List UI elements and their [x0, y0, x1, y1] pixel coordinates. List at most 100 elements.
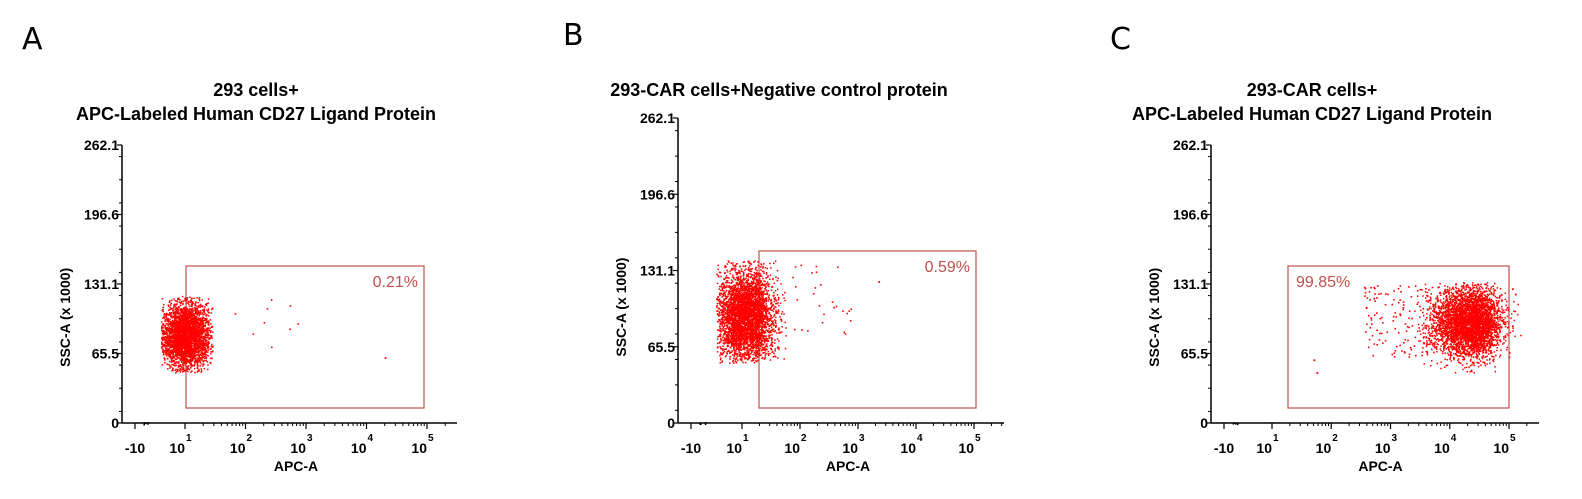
event-dot — [191, 351, 194, 354]
event-dot — [189, 316, 191, 318]
event-dot — [737, 285, 739, 287]
event-dot — [191, 354, 194, 357]
event-dot — [198, 298, 200, 300]
event-dot — [205, 357, 207, 360]
event-dot — [168, 360, 171, 363]
event-dot — [186, 329, 189, 331]
event-dot — [736, 319, 739, 322]
event-dot — [163, 317, 166, 319]
event-dot — [201, 306, 204, 308]
event-dot — [752, 350, 754, 352]
event-dot — [183, 318, 186, 320]
event-dot — [752, 282, 754, 285]
event-dot — [196, 321, 199, 324]
event-dot — [737, 272, 740, 274]
event-dot — [187, 354, 190, 356]
event-dot — [195, 337, 198, 340]
event-dot — [759, 354, 761, 357]
event-dot — [181, 369, 183, 371]
event-dot — [193, 329, 195, 332]
event-dot — [193, 367, 196, 370]
event-dot — [189, 310, 192, 313]
event-dot — [731, 349, 734, 352]
event-dot — [754, 345, 757, 347]
event-dot — [183, 330, 185, 332]
event-dot — [725, 317, 728, 320]
event-dot — [195, 333, 197, 336]
event-dot — [189, 327, 191, 329]
event-dot — [728, 312, 730, 314]
event-dot — [198, 359, 200, 361]
event-dot — [749, 265, 751, 267]
event-dot — [202, 365, 204, 367]
event-dot — [735, 268, 737, 270]
event-dot — [773, 352, 775, 355]
event-dot — [728, 316, 731, 318]
event-dot — [729, 301, 732, 303]
event-dot — [193, 348, 196, 350]
event-dot — [163, 332, 165, 335]
event-dot — [755, 285, 758, 287]
event-dot — [203, 313, 205, 316]
event-dot — [177, 333, 180, 335]
event-dot — [186, 308, 189, 311]
event-dot — [186, 307, 188, 310]
event-dot — [206, 361, 209, 363]
event-dot — [198, 370, 200, 372]
event-dot — [171, 337, 174, 339]
event-dot — [185, 311, 187, 314]
event-dot — [169, 356, 172, 359]
event-dot — [738, 337, 741, 339]
event-dot — [776, 294, 779, 296]
event-dot — [199, 324, 202, 327]
event-dot — [743, 282, 746, 284]
event-dot — [765, 306, 768, 308]
event-dot — [191, 370, 193, 372]
event-dot — [177, 362, 179, 364]
event-dot — [759, 324, 762, 327]
y-tick-label: 262.1 — [84, 137, 119, 153]
event-dot — [722, 336, 724, 339]
event-dot — [195, 317, 197, 319]
event-dot — [743, 303, 746, 306]
event-dot — [194, 345, 197, 348]
event-dot — [178, 361, 180, 363]
event-dot — [166, 357, 169, 360]
event-dot — [192, 348, 195, 351]
event-dot — [184, 357, 186, 360]
event-dot — [184, 358, 187, 361]
event-dot — [198, 322, 201, 325]
event-dot — [774, 290, 777, 292]
event-dot — [205, 304, 208, 306]
event-dot — [192, 332, 195, 334]
event-dot — [183, 348, 186, 351]
event-dot — [756, 278, 758, 280]
event-dot — [176, 311, 178, 314]
event-dot — [185, 302, 188, 305]
event-dot — [204, 350, 207, 353]
event-dot — [198, 356, 201, 358]
event-dot — [190, 321, 192, 324]
event-dot — [768, 298, 770, 300]
event-dot — [164, 341, 167, 344]
event-dot — [196, 323, 199, 326]
event-dot — [166, 348, 168, 351]
event-dot — [739, 309, 742, 311]
event-dot — [723, 278, 726, 281]
event-dot — [719, 362, 722, 364]
event-dot — [760, 275, 762, 277]
event-dot — [200, 320, 202, 322]
event-dot — [765, 289, 768, 291]
event-dot — [200, 317, 202, 319]
event-dot — [183, 307, 186, 310]
event-dot — [210, 334, 213, 337]
event-dot — [181, 320, 184, 323]
event-dot — [181, 315, 184, 318]
event-dot — [188, 323, 191, 325]
event-dot — [190, 347, 193, 350]
event-dot — [177, 343, 180, 345]
event-dot — [192, 349, 194, 352]
event-dot — [176, 306, 178, 309]
event-dot — [186, 323, 188, 326]
event-dot — [770, 320, 773, 323]
